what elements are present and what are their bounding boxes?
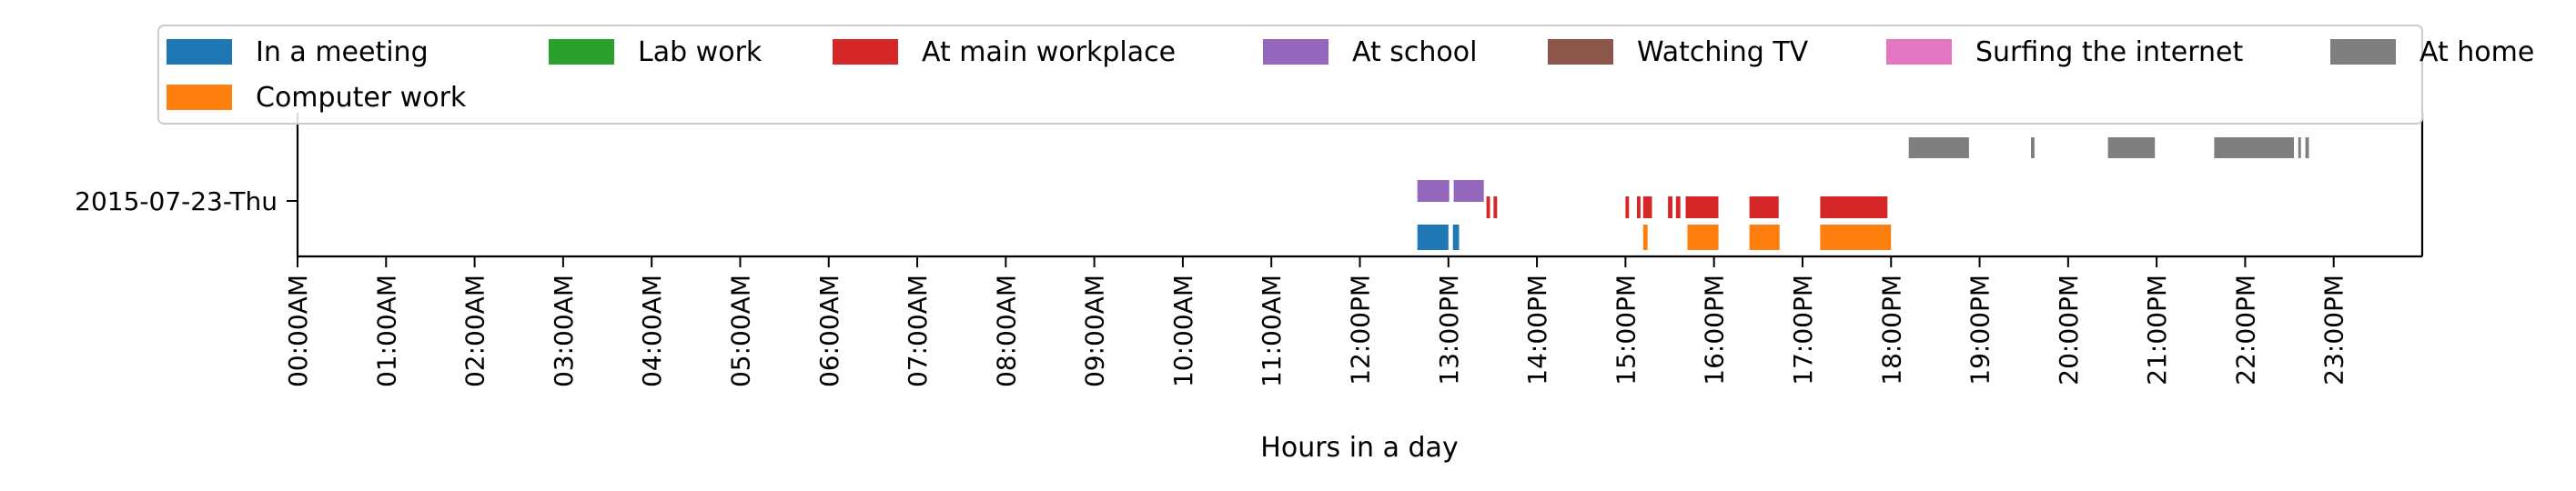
bar-at-main-workplace <box>1749 196 1779 218</box>
activity-bars <box>1417 137 2309 250</box>
legend-label: At school <box>1352 36 1477 68</box>
legend-swatch <box>1886 39 1952 65</box>
y-tick-label: 2015-07-23-Thu <box>75 186 278 216</box>
bar-at-school <box>1453 180 1484 202</box>
bar-at-home <box>2031 137 2035 158</box>
x-tick-label: 13:00PM <box>1434 275 1464 386</box>
x-tick-label: 11:00AM <box>1257 275 1287 387</box>
bar-at-main-workplace <box>1820 196 1888 218</box>
bar-at-main-workplace <box>1637 196 1641 218</box>
x-tick-label: 23:00PM <box>2319 275 2349 386</box>
x-tick-label: 06:00AM <box>814 275 844 387</box>
bar-computer-work <box>1820 225 1892 250</box>
legend-swatch <box>549 39 614 65</box>
legend: In a meeting Lab work At main workplace At … <box>157 25 2534 125</box>
bar-at-main-workplace <box>1668 196 1672 218</box>
x-axis-ticks: 00:00AM 01:00AM 02:00AM 03:00AM 04:00AM 05:00… <box>283 256 2349 387</box>
legend-box <box>157 25 2423 125</box>
legend-swatch <box>1548 39 1613 65</box>
x-tick-label: 20:00PM <box>2054 275 2084 386</box>
legend-label: Watching TV <box>1637 36 1809 68</box>
legend-label: At home <box>2419 36 2534 68</box>
legend-swatch <box>167 85 232 110</box>
bar-at-main-workplace <box>1625 196 1630 218</box>
bar-computer-work <box>1749 225 1780 250</box>
legend-label: In a meeting <box>256 36 429 68</box>
legend-label: At main workplace <box>922 36 1176 68</box>
y-axis-ticks: 2015-07-23-Thu <box>75 186 298 216</box>
bar-in-a-meeting <box>1452 225 1460 250</box>
x-tick-label: 08:00AM <box>991 275 1021 387</box>
bar-at-school <box>1417 180 1450 202</box>
legend-swatch <box>1263 39 1328 65</box>
x-tick-label: 05:00AM <box>725 275 755 387</box>
x-tick-label: 09:00AM <box>1080 275 1110 387</box>
bar-computer-work <box>1687 225 1719 250</box>
x-tick-label: 04:00AM <box>637 275 667 387</box>
x-tick-label: 10:00AM <box>1168 275 1198 387</box>
x-tick-label: 15:00PM <box>1611 275 1641 386</box>
x-tick-label: 18:00PM <box>1876 275 1906 386</box>
bar-in-a-meeting <box>1417 225 1449 250</box>
x-tick-label: 14:00PM <box>1522 275 1552 386</box>
x-tick-label: 12:00PM <box>1346 275 1376 386</box>
bar-at-main-workplace <box>1486 196 1490 218</box>
legend-label: Surfing the internet <box>1975 36 2243 68</box>
legend-swatch <box>167 39 232 65</box>
bar-at-main-workplace <box>1493 196 1498 218</box>
axes-frame <box>296 113 2424 258</box>
bar-at-home <box>2214 137 2294 158</box>
x-tick-label: 00:00AM <box>283 275 313 387</box>
bar-at-main-workplace <box>1685 196 1719 218</box>
x-axis-label: Hours in a day <box>1260 432 1458 464</box>
x-tick-label: 03:00AM <box>549 275 579 387</box>
legend-swatch <box>2330 39 2396 65</box>
x-tick-label: 02:00AM <box>460 275 490 387</box>
x-tick-label: 01:00AM <box>371 275 401 387</box>
x-tick-label: 17:00PM <box>1788 275 1818 386</box>
legend-label: Lab work <box>638 36 763 68</box>
x-tick-label: 21:00PM <box>2142 275 2172 386</box>
x-tick-label: 07:00AM <box>903 275 933 387</box>
bar-at-home <box>2298 137 2301 158</box>
bar-at-main-workplace <box>1675 196 1681 218</box>
legend-label: Computer work <box>256 82 467 114</box>
bar-at-main-workplace <box>1642 196 1652 218</box>
x-tick-label: 22:00PM <box>2230 275 2260 386</box>
bar-computer-work <box>1642 225 1648 250</box>
bar-at-home <box>2107 137 2156 158</box>
x-tick-label: 16:00PM <box>1700 275 1730 386</box>
x-tick-label: 19:00PM <box>1965 275 1995 386</box>
bar-at-home <box>2305 137 2309 158</box>
legend-swatch <box>833 39 898 65</box>
bar-at-home <box>1908 137 1969 158</box>
